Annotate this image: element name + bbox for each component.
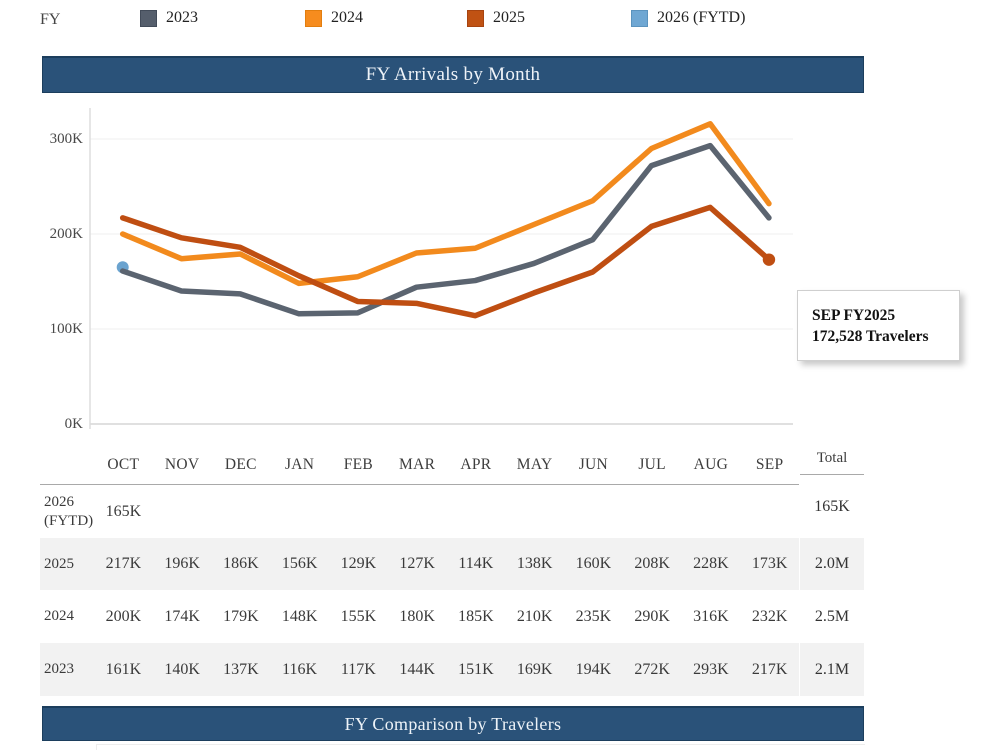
tooltip-point-label: SEP FY2025 — [812, 307, 896, 324]
table-row-2023: 2023 161K 140K 137K 116K 117K 144K 151K 169K 194K… — [40, 643, 799, 696]
column-header-apr: APR — [460, 455, 492, 473]
column-header-jul: JUL — [638, 455, 666, 473]
cell-2025-jul: 208K — [634, 555, 670, 572]
bottom-title-text: FY Comparison by Travelers — [344, 713, 562, 734]
column-header-may: MAY — [516, 455, 553, 473]
cell-2023-jun: 194K — [575, 660, 612, 678]
total-2024: 2.5M — [814, 607, 850, 625]
legend-item-label: 2026 (FYTD) — [657, 9, 746, 26]
tooltip-value-label: 172,528 Travelers — [812, 328, 929, 345]
cell-2025-jun: 160K — [575, 555, 612, 572]
cell-2023-apr: 151K — [458, 660, 494, 678]
cell-2023-feb: 117K — [340, 660, 376, 678]
y-tick-label-200K: 200K — [49, 226, 83, 242]
cell-2023-jan: 116K — [282, 660, 318, 678]
cell-2024-jan: 148K — [281, 607, 318, 625]
cell-2024-aug: 316K — [693, 607, 729, 625]
cell-2026-fytd--oct: 165K — [105, 502, 142, 520]
cell-2023-nov: 140K — [164, 660, 200, 678]
cell-2025-sep: 173K — [751, 555, 788, 572]
next-panel-edge — [96, 744, 865, 750]
cell-2025-dec: 186K — [223, 555, 259, 572]
cell-2023-jul: 272K — [634, 660, 670, 678]
column-header-feb: FEB — [343, 455, 374, 473]
cell-2023-sep: 217K — [751, 660, 788, 678]
legend-item-label: 2024 — [331, 9, 363, 26]
line-2025[interactable] — [119, 204, 772, 319]
total-2023: 2.1M — [800, 643, 864, 696]
total-column-header: Total — [800, 445, 864, 475]
table-row-2024: 2024 200K 174K 179K 148K 155K 180K 185K 210K 235K… — [40, 590, 799, 643]
column-header-aug: AUG — [693, 455, 729, 473]
table-header-row: OCT NOV DEC JAN FEB MAR APR MAY JUN JUL AUG SEP — [40, 445, 799, 485]
cell-2025-apr: 114K — [458, 555, 494, 572]
cell-2024-feb: 155K — [340, 607, 377, 625]
cell-2024-apr: 185K — [458, 607, 494, 625]
legend-item-label: 2023 — [166, 9, 198, 26]
legend-item-2023[interactable]: 2023 — [140, 9, 198, 27]
cell-2024-jun: 235K — [575, 607, 612, 625]
total-2026-fytd-: 165K — [814, 497, 850, 515]
cell-2025-nov: 196K — [164, 555, 200, 572]
column-header-jan: JAN — [284, 455, 315, 473]
total-column: Total 165K 2.0M 2.5M 2.1M — [800, 445, 864, 696]
legend-item-2025[interactable]: 2025 — [467, 9, 525, 27]
cell-2023-mar: 144K — [399, 660, 435, 678]
legend-item-label: 2025 — [493, 9, 525, 26]
top-title-bar: FY Arrivals by Month — [42, 56, 864, 93]
cell-2024-dec: 179K — [223, 607, 259, 625]
legend-swatch-icon — [140, 9, 157, 27]
legend-swatch-icon — [467, 9, 484, 27]
y-tick-label-0K: 0K — [64, 416, 83, 432]
table-row-2025: 2025 217K 196K 186K 156K 129K 127K 114K 138K 160K… — [40, 538, 799, 590]
table-row-2026-fytd-: 2026 (FYTD) 165K — [40, 485, 799, 538]
cell-2023-dec: 137K — [223, 660, 259, 678]
legend-item-2024[interactable]: 2024 — [305, 9, 363, 27]
cell-2024-sep: 232K — [751, 607, 788, 625]
top-title-text: FY Arrivals by Month — [365, 64, 541, 85]
y-tick-label-300K: 300K — [49, 131, 83, 147]
legend-item-2026-fytd-[interactable]: 2026 (FYTD) — [631, 9, 745, 27]
legend-swatch-icon — [631, 9, 648, 27]
cell-2023-may: 169K — [516, 660, 553, 678]
bottom-title-bar: FY Comparison by Travelers — [42, 706, 864, 741]
cell-2025-aug: 228K — [693, 555, 729, 572]
cell-2024-may: 210K — [516, 607, 553, 625]
total-cells: 165K 2.0M 2.5M 2.1M — [800, 475, 864, 696]
row-label: 2026 (FYTD) — [44, 493, 94, 529]
line-2024[interactable] — [119, 121, 772, 287]
arrivals-table: OCT NOV DEC JAN FEB MAR APR MAY JUN JUL AUG SEP 202… — [40, 445, 799, 696]
cell-2025-mar: 127K — [399, 555, 435, 572]
column-header-nov: NOV — [164, 455, 200, 473]
column-header-mar: MAR — [399, 455, 436, 473]
cell-2025-jan: 156K — [281, 555, 318, 572]
legend-title: FY — [40, 11, 61, 28]
cell-2024-oct: 200K — [105, 607, 142, 625]
table-body: 2026 (FYTD) 165K 2025 217K 196K 186K 156K 129K 12… — [40, 485, 799, 696]
column-header-oct: OCT — [107, 455, 140, 473]
row-label: 2025 — [44, 555, 74, 572]
legend-swatch-icon — [305, 9, 322, 27]
cell-2025-feb: 129K — [340, 555, 377, 572]
row-label: 2023 — [44, 661, 74, 677]
cell-2025-may: 138K — [516, 555, 553, 572]
column-header-jun: JUN — [578, 455, 609, 473]
cell-2025-oct: 217K — [105, 555, 142, 572]
arrivals-line-chart[interactable] — [0, 95, 1000, 447]
y-tick-label-100K: 100K — [49, 321, 83, 337]
line-2023[interactable] — [119, 142, 772, 317]
chart-tooltip: SEP FY2025 172,528 Travelers — [797, 290, 960, 361]
selected-point-2025[interactable] — [762, 253, 776, 266]
column-header-dec: DEC — [224, 455, 257, 473]
row-label: 2024 — [44, 608, 74, 624]
cell-2024-nov: 174K — [164, 607, 200, 625]
cell-2024-mar: 180K — [399, 607, 435, 625]
total-2025: 2.0M — [800, 538, 864, 590]
cell-2023-oct: 161K — [105, 660, 142, 678]
column-header-sep: SEP — [755, 455, 784, 473]
cell-2023-aug: 293K — [693, 660, 729, 678]
cell-2024-jul: 290K — [634, 607, 670, 625]
